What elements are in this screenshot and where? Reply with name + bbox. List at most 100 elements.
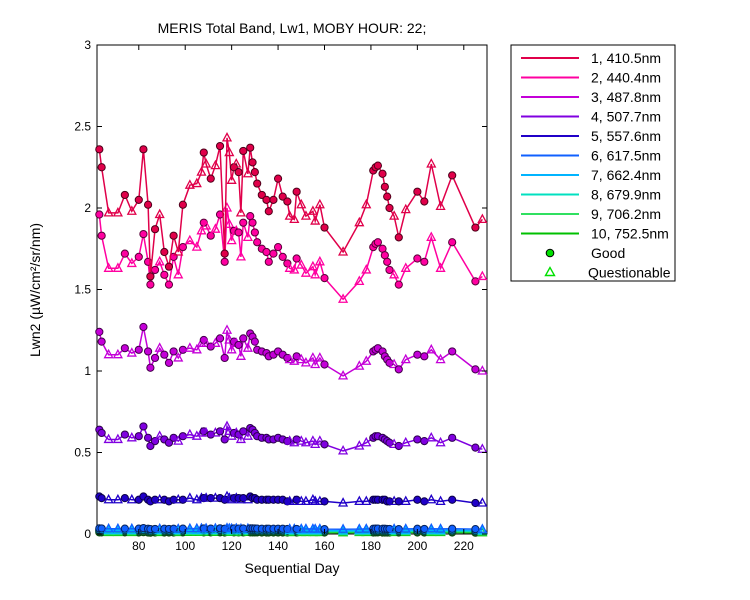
x-tick-label: 200 <box>407 539 427 553</box>
data-point-questionable <box>112 262 123 272</box>
data-point-good <box>143 347 153 356</box>
data-point-questionable <box>126 493 137 504</box>
data-point-good <box>320 223 329 232</box>
data-point-good <box>448 171 457 180</box>
data-point-good <box>413 495 422 504</box>
data-point-good <box>394 497 403 506</box>
data-point-questionable <box>314 255 325 266</box>
legend-good-label: Good <box>591 245 625 261</box>
data-point-questionable <box>389 268 400 279</box>
data-point-good <box>169 231 178 240</box>
data-point-questionable <box>337 370 349 380</box>
data-point-questionable <box>191 343 202 354</box>
data-point-good <box>253 179 262 188</box>
data-point-good <box>448 238 457 247</box>
y-axis: 0 0.5 1 1.5 2 2.5 3 <box>74 38 487 541</box>
data-point-questionable <box>112 522 123 533</box>
data-point-questionable <box>289 213 300 224</box>
data-point-good <box>146 441 155 451</box>
data-point-good <box>257 190 266 200</box>
data-point-questionable <box>173 268 184 279</box>
data-point-good <box>394 280 403 289</box>
data-point-good <box>146 363 155 372</box>
data-point-questionable <box>103 522 114 533</box>
data-point-good <box>164 280 174 289</box>
x-tick-label: 100 <box>175 539 195 553</box>
data-point-questionable <box>184 342 195 352</box>
data-point-good <box>448 433 457 442</box>
data-point-questionable <box>103 493 114 504</box>
data-point-good <box>385 203 394 213</box>
data-point-questionable <box>400 495 411 506</box>
data-point-good <box>420 257 429 266</box>
data-point-questionable <box>154 255 165 266</box>
data-point-questionable <box>400 436 411 447</box>
data-point-good <box>178 432 187 441</box>
data-point-questionable <box>337 293 349 303</box>
data-point-questionable <box>477 523 488 533</box>
data-point-questionable <box>435 200 446 211</box>
data-point-good <box>178 345 187 354</box>
data-point-good <box>215 427 225 436</box>
data-point-good <box>471 525 480 534</box>
y-tick-label: 2.5 <box>74 120 91 134</box>
data-point-good <box>120 249 129 258</box>
data-point-good <box>234 168 243 177</box>
data-point-questionable <box>296 435 307 445</box>
data-point-good <box>394 365 403 374</box>
data-point-questionable <box>296 259 307 269</box>
data-point-questionable <box>184 179 195 189</box>
data-point-questionable <box>400 262 411 272</box>
data-point-good <box>134 345 143 354</box>
data-point-questionable <box>173 435 184 445</box>
data-point-good <box>146 272 155 281</box>
data-point-questionable <box>221 132 233 142</box>
data-point-questionable <box>112 348 123 359</box>
data-point-good <box>413 254 422 263</box>
data-point-good <box>248 218 257 227</box>
y-tick-label: 1.5 <box>74 283 91 297</box>
data-point-good <box>383 257 392 266</box>
data-point-questionable <box>426 343 437 354</box>
data-point-good <box>262 247 271 257</box>
data-point-questionable <box>435 524 446 535</box>
data-point-good <box>234 340 243 350</box>
data-point-questionable <box>103 207 114 217</box>
data-point-questionable <box>354 495 365 506</box>
data-point-good <box>448 495 457 504</box>
data-point-good <box>292 254 301 263</box>
data-point-questionable <box>361 264 372 274</box>
data-point-questionable <box>426 158 437 168</box>
data-point-good <box>139 145 148 154</box>
data-point-questionable <box>426 522 437 533</box>
data-point-questionable <box>173 352 184 362</box>
data-point-questionable <box>112 493 123 504</box>
data-point-questionable <box>435 262 446 272</box>
data-point-good <box>264 207 273 216</box>
data-point-questionable <box>400 203 411 214</box>
y-tick-label: 3 <box>84 38 91 52</box>
data-point-questionable <box>314 352 325 362</box>
data-point-questionable <box>126 431 137 442</box>
data-point-good <box>146 280 155 289</box>
x-tick-label: 220 <box>454 539 474 553</box>
data-point-questionable <box>314 198 325 209</box>
data-point-questionable <box>126 347 137 357</box>
data-point-questionable <box>221 490 233 501</box>
data-point-good <box>95 210 104 219</box>
data-point-good <box>239 218 248 227</box>
data-point-good <box>420 352 429 361</box>
data-point-good <box>199 148 208 157</box>
data-point-questionable <box>307 260 318 271</box>
data-point-questionable <box>354 523 365 533</box>
data-point-questionable <box>210 337 221 347</box>
data-point-good <box>320 440 329 449</box>
legend-label-1: 1, 410.5nm <box>591 50 661 66</box>
y-tick-label: 2 <box>84 201 91 215</box>
data-point-good <box>269 249 278 258</box>
data-point-good <box>139 322 148 332</box>
data-point-good <box>215 334 225 343</box>
data-point-questionable <box>226 343 237 354</box>
data-point-good <box>394 233 403 242</box>
data-point-questionable <box>310 358 321 369</box>
